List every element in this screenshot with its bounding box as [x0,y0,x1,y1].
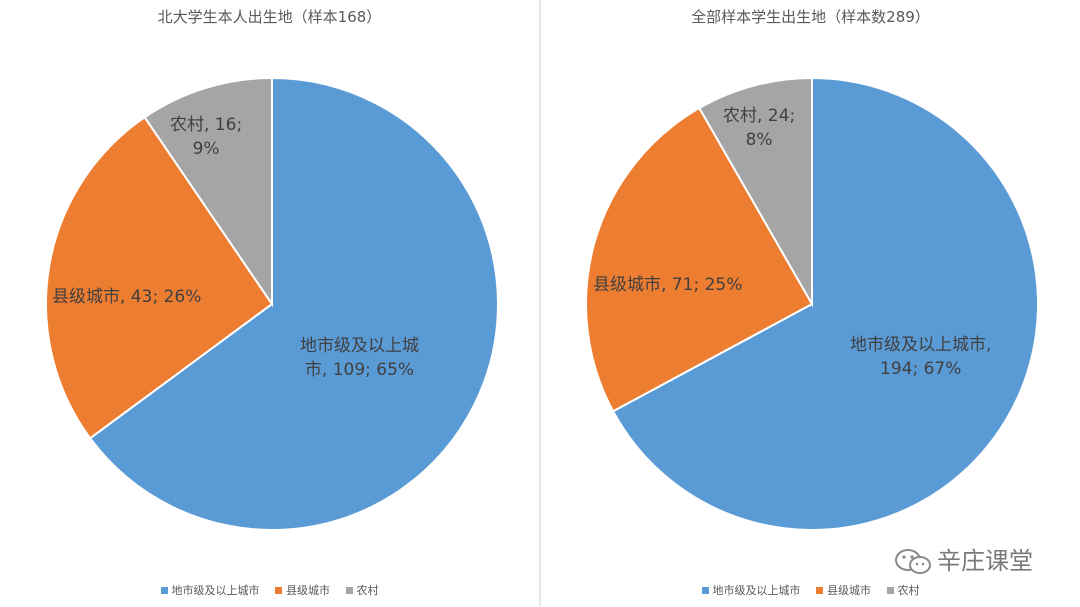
chart-title: 全部样本学生出生地（样本数289） [691,8,930,26]
pie-slice-county [585,106,814,413]
watermark: 辛庄课堂 [893,541,1033,577]
slice-label-line: 农村, 24; [723,106,796,126]
pie-slice-rural [143,76,273,308]
legend-swatch [816,586,823,594]
slice-label-city: 地市级及以上城 市, 109; 65% [300,334,419,382]
legend-label: 农村 [897,584,920,597]
slice-label-line: 9% [192,139,220,159]
legend-swatch [701,586,709,594]
slice-label-line: 农村, 16; [170,115,243,135]
slice-label-line: 市, 109; 65% [304,360,415,380]
slice-label-rural: 农村, 24; 8% [723,104,795,152]
pie-slice-city [611,76,1039,531]
legend-swatch [275,586,282,594]
panel-divider [539,0,541,607]
pie-chart [45,76,499,531]
legend-swatch [345,586,353,594]
legend-swatch [160,586,168,594]
legend-label: 农村 [356,584,379,597]
slice-label-line: 地市级及以上城市, [850,335,992,355]
slice-label-rural: 农村, 16; 9% [170,113,242,161]
legend-label: 地市级及以上城市 [712,584,801,597]
slice-label-line: 县级城市, 43; 26% [52,287,202,307]
legend: 地市级及以上城市 县级城市 农村 [0,582,539,598]
legend-item-city: 地市级及以上城市 [160,582,260,598]
legend-item-rural: 农村 [886,582,920,598]
legend-item-rural: 农村 [345,582,379,598]
slice-label-line: 县级城市, 71; 25% [593,275,743,295]
wechat-icon [895,549,931,574]
pie-chart [585,76,1039,531]
legend-item-city: 地市级及以上城市 [701,582,801,598]
legend-label: 地市级及以上城市 [171,584,260,597]
pie-slice-county [45,115,274,440]
slice-label-county: 县级城市, 43; 26% [52,285,201,309]
watermark-text: 辛庄课堂 [937,547,1033,575]
slice-label-city: 地市级及以上城市, 194; 67% [850,333,991,381]
chart-panel-left: 北大学生本人出生地（样本168） 地市级及以上城 市, 109; 65% 县级城… [0,0,539,607]
slice-label-line: 194; 67% [880,359,962,379]
legend-item-county: 县级城市 [275,582,330,598]
legend-item-county: 县级城市 [816,582,871,598]
slice-label-line: 8% [745,130,773,150]
chart-panel-right: 全部样本学生出生地（样本数289） 地市级及以上城市, 194; 67% 县级城… [541,0,1080,607]
legend-swatch [886,586,894,594]
slice-label-county: 县级城市, 71; 25% [593,273,742,297]
pie-slice-city [88,76,499,531]
pie-slice-rural [697,76,813,308]
legend-label: 县级城市 [286,584,330,597]
slice-label-line: 地市级及以上城 [300,336,419,356]
chart-title: 北大学生本人出生地（样本168） [157,8,382,26]
legend-label: 县级城市 [827,584,871,597]
legend: 地市级及以上城市 县级城市 农村 [541,582,1080,598]
